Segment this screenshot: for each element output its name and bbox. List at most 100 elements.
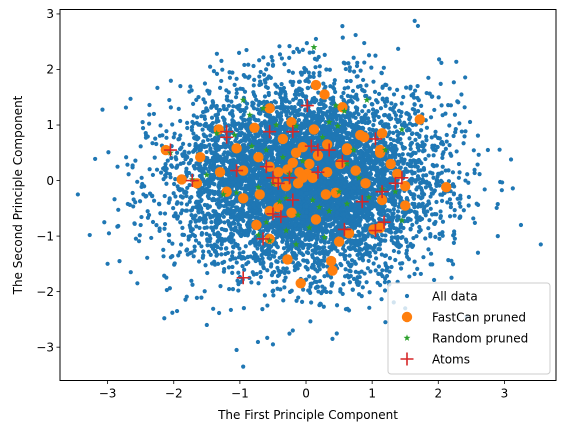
- data-point: [191, 113, 196, 118]
- data-point: [358, 83, 363, 89]
- data-point: [376, 242, 381, 247]
- data-point: [300, 47, 305, 52]
- data-point: [265, 76, 270, 81]
- data-point: [400, 152, 405, 157]
- data-point: [443, 168, 448, 173]
- data-point: [178, 242, 184, 247]
- data-point: [435, 144, 440, 150]
- data-point: [281, 233, 287, 238]
- data-point: [222, 150, 227, 155]
- data-point: [345, 306, 350, 311]
- data-point: [305, 267, 310, 272]
- data-point: [435, 174, 440, 179]
- data-point: [510, 186, 515, 191]
- data-point: [294, 298, 299, 303]
- data-point: [372, 89, 378, 94]
- data-point: [391, 92, 397, 97]
- data-point: [391, 248, 397, 254]
- data-point: [284, 113, 289, 118]
- data-point: [313, 65, 318, 70]
- data-point: [139, 175, 144, 180]
- data-point: [271, 288, 276, 293]
- data-point: [370, 216, 375, 221]
- data-point: [377, 91, 382, 97]
- data-point: [219, 226, 224, 232]
- data-point: [219, 58, 224, 63]
- data-point: [500, 180, 505, 185]
- data-point: [227, 75, 233, 80]
- data-point: [196, 210, 201, 215]
- data-point: [324, 67, 329, 72]
- data-point: [265, 335, 270, 340]
- data-point: [234, 87, 239, 92]
- data-point: [272, 269, 277, 275]
- data-point: [131, 204, 136, 209]
- data-point: [437, 231, 442, 236]
- data-point: [312, 100, 317, 105]
- data-point: [407, 274, 412, 279]
- data-point: [224, 97, 229, 102]
- data-point: [499, 188, 504, 193]
- data-point: [399, 235, 404, 240]
- data-point: [399, 141, 404, 146]
- data-point: [364, 83, 369, 88]
- data-point: [236, 222, 241, 227]
- data-point: [285, 109, 291, 114]
- data-point: [308, 243, 313, 248]
- data-point: [342, 86, 347, 91]
- data-point: [378, 106, 384, 111]
- data-point: [433, 219, 438, 225]
- data-point: [194, 295, 199, 300]
- data-point: [112, 197, 117, 202]
- data-point: [412, 271, 417, 277]
- data-point: [358, 141, 363, 146]
- data-point: [233, 95, 239, 100]
- data-point: [389, 238, 394, 243]
- data-point: [451, 240, 456, 245]
- data-point: [146, 212, 152, 218]
- data-point: [220, 210, 226, 216]
- data-point: [428, 206, 433, 211]
- data-point: [477, 172, 482, 177]
- data-point: [149, 235, 154, 241]
- data-point: [275, 286, 280, 291]
- data-point: [420, 140, 425, 145]
- data-point: [187, 199, 192, 204]
- data-point: [379, 70, 384, 75]
- data-point: [347, 68, 352, 73]
- data-point: [398, 114, 403, 119]
- data-point: [229, 240, 234, 245]
- data-point: [257, 146, 263, 151]
- data-point: [362, 40, 367, 46]
- data-point: [127, 202, 132, 207]
- data-point: [309, 300, 314, 305]
- data-point: [162, 211, 168, 216]
- data-point: [105, 261, 110, 266]
- data-point: [374, 98, 379, 103]
- data-point: [273, 100, 279, 105]
- data-point: [472, 170, 477, 176]
- data-point: [466, 194, 471, 200]
- data-point: [147, 121, 152, 126]
- data-point: [351, 55, 356, 60]
- data-point: [419, 103, 424, 108]
- data-point: [404, 210, 409, 215]
- data-point: [439, 60, 444, 66]
- data-point: [494, 205, 499, 211]
- data-point: [451, 133, 456, 139]
- data-point: [257, 258, 262, 263]
- data-point: [408, 146, 413, 152]
- data-point: [368, 269, 373, 274]
- data-point: [392, 193, 397, 199]
- data-point: [461, 208, 466, 213]
- data-point: [436, 95, 441, 100]
- data-point: [228, 307, 233, 313]
- data-point: [210, 181, 216, 186]
- data-point: [189, 278, 194, 283]
- data-point: [317, 64, 322, 69]
- data-point: [475, 162, 480, 167]
- data-point: [186, 234, 191, 239]
- data-point: [203, 263, 208, 268]
- data-point: [334, 331, 339, 336]
- data-point: [389, 264, 394, 270]
